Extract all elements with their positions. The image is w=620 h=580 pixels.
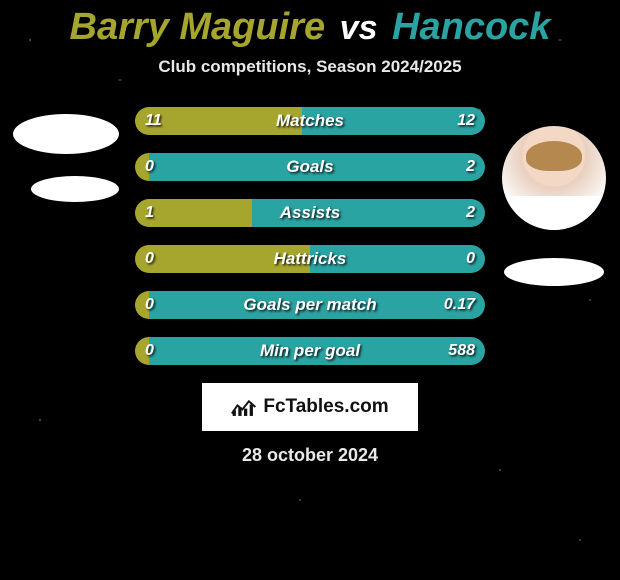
player2-club-placeholder [504,258,604,286]
bar-row: 11 12 Matches [135,107,485,135]
bar-value-right: 2 [466,158,475,176]
bar-row: 0 2 Goals [135,153,485,181]
bar-value-left: 0 [145,342,154,360]
bar-row: 1 2 Assists [135,199,485,227]
bar-value-left: 11 [145,112,162,130]
title-player2: Hancock [392,6,550,48]
bar-value-right: 0.17 [444,296,475,314]
branding-chart-icon [231,396,257,418]
subtitle: Club competitions, Season 2024/2025 [158,57,461,77]
bar-value-right: 588 [448,342,475,360]
player1-avatar-placeholder [13,114,119,154]
player1-club-placeholder [31,176,119,202]
bar-label: Goals [286,157,333,177]
bar-value-right: 12 [457,112,475,130]
bar-value-right: 0 [466,250,475,268]
page-title: Barry Maguire vs Hancock [70,6,551,49]
bar-value-left: 1 [145,204,154,222]
player2-avatar-box [494,126,614,286]
bar-value-left: 0 [145,250,154,268]
bar-value-right: 2 [466,204,475,222]
content-wrap: Barry Maguire vs Hancock Club competitio… [0,0,620,580]
player2-avatar [502,126,606,230]
branding-text: FcTables.com [263,396,388,418]
bar-value-left: 0 [145,158,154,176]
bar-label: Goals per match [243,295,376,315]
bar-row: 0 0.17 Goals per match [135,291,485,319]
player1-avatar-box [6,114,126,202]
bar-label: Matches [276,111,344,131]
bar-label: Assists [280,203,340,223]
bar-row: 0 588 Min per goal [135,337,485,365]
title-vs: vs [340,9,378,47]
branding-badge: FcTables.com [202,383,418,431]
bar-value-left: 0 [145,296,154,314]
bar-label: Min per goal [260,341,360,361]
date-label: 28 october 2024 [242,445,378,466]
comparison-bars: 1112Matches02Goals12Assists00Hattricks00… [135,107,485,365]
bar-label: Hattricks [274,249,347,269]
title-player1: Barry Maguire [70,6,326,48]
bar-row: 0 0 Hattricks [135,245,485,273]
